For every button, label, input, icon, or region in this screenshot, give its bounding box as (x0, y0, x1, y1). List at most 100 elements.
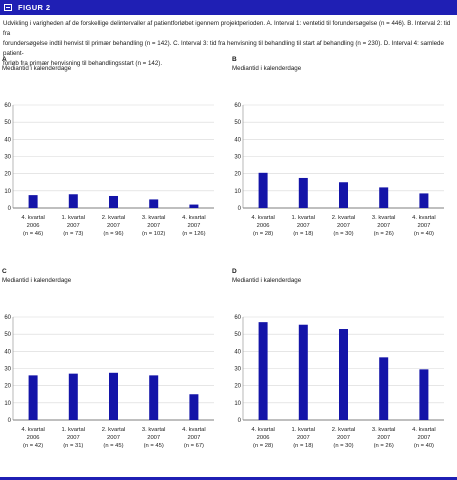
bar (419, 193, 429, 208)
x-tick-label: 2007 (67, 435, 80, 441)
x-tick-label: 2006 (27, 223, 40, 229)
y-tick-label: 10 (234, 189, 241, 195)
y-axis-label: Mediantid i kalenderdage (232, 65, 302, 72)
panel-label: B (232, 56, 237, 63)
x-tick-label: (n = 42) (23, 443, 43, 449)
caption-line-3: forløb fra primær henvisning til behandl… (3, 60, 163, 67)
x-tick-label: (n = 126) (182, 231, 205, 237)
x-tick-label: 1. kvartal (292, 215, 316, 221)
bar (68, 194, 78, 208)
y-tick-label: 60 (4, 315, 11, 321)
panel-label: C (2, 268, 7, 275)
x-tick-label: 4. kvartal (21, 215, 45, 221)
footer-rule (0, 477, 457, 480)
bar (379, 187, 389, 208)
x-tick-label: 2006 (27, 435, 40, 441)
y-axis-label: Mediantid i kalenderdage (2, 65, 72, 72)
y-tick-label: 30 (234, 155, 241, 161)
bar (149, 199, 159, 208)
x-tick-label: 2007 (187, 435, 200, 441)
x-tick-label: 2007 (147, 223, 160, 229)
y-tick-label: 40 (4, 349, 11, 355)
chart-panel-b: B Mediantid i kalenderdage 0 10 20 30 40 50 60… (232, 56, 452, 260)
x-tick-label: (n = 73) (63, 231, 83, 237)
x-tick-label: 2007 (107, 435, 120, 441)
x-tick-label: 2. kvartal (102, 427, 126, 433)
x-tick-label: (n = 45) (144, 443, 164, 449)
y-tick-label: 30 (4, 367, 11, 373)
x-tick-label: 3. kvartal (142, 427, 166, 433)
figure-header: FIGUR 2 (0, 0, 457, 15)
y-tick-label: 20 (4, 172, 11, 178)
bar (189, 204, 199, 208)
y-tick-label: 0 (238, 418, 242, 424)
chart-panel-a: A Mediantid i kalenderdage 0 10 20 30 40 50 60… (2, 56, 222, 260)
chart-panel-d: D Mediantid i kalenderdage 0 10 20 30 40 50 60… (232, 268, 452, 474)
x-tick-label: 4. kvartal (251, 215, 275, 221)
bar (68, 373, 78, 420)
x-tick-label: 2007 (377, 223, 390, 229)
bar (28, 375, 38, 420)
bar (298, 324, 308, 420)
x-tick-label: 2007 (67, 223, 80, 229)
x-tick-label: 3. kvartal (372, 215, 396, 221)
bar (189, 394, 199, 420)
x-tick-label: 2007 (417, 435, 430, 441)
x-tick-label: 3. kvartal (142, 215, 166, 221)
y-tick-label: 0 (8, 206, 12, 212)
x-tick-label: 1. kvartal (292, 427, 316, 433)
figure-icon (4, 4, 12, 11)
bar (419, 369, 429, 420)
bar (379, 357, 389, 420)
bar (149, 375, 159, 420)
y-tick-label: 50 (4, 120, 11, 126)
bar (28, 195, 38, 208)
x-tick-label: 2007 (147, 435, 160, 441)
bar-chart: 0 10 20 30 40 50 60 4. kvartal 2006 (n = 42) 1. kv… (4, 315, 214, 449)
x-tick-label: 2007 (107, 223, 120, 229)
panel-label: D (232, 268, 237, 275)
y-tick-label: 30 (4, 155, 11, 161)
panel-label: A (2, 56, 7, 63)
caption-line-2: forundersøgelse indtil henvist til primæ… (3, 40, 444, 57)
x-tick-label: 3. kvartal (372, 427, 396, 433)
caption-line-1: Udvikling i varigheden af de forskellige… (3, 20, 451, 37)
x-tick-label: 4. kvartal (251, 427, 275, 433)
bar (339, 182, 348, 208)
x-tick-label: 4. kvartal (182, 215, 206, 221)
x-tick-label: 2007 (337, 435, 350, 441)
x-tick-label: 1. kvartal (62, 427, 86, 433)
x-tick-label: 2007 (297, 223, 310, 229)
bar-chart: 0 10 20 30 40 50 60 4. kvartal 2006 (n = 28) 1. kv… (234, 103, 444, 237)
x-tick-label: 2007 (337, 223, 350, 229)
y-tick-label: 10 (4, 189, 11, 195)
x-tick-label: 4. kvartal (182, 427, 206, 433)
bar (109, 372, 118, 420)
x-tick-label: (n = 28) (253, 443, 273, 449)
x-tick-label: 2007 (417, 223, 430, 229)
x-tick-label: (n = 30) (333, 231, 353, 237)
y-tick-label: 0 (238, 206, 242, 212)
y-tick-label: 40 (234, 349, 241, 355)
y-tick-label: 60 (234, 315, 241, 321)
x-tick-label: 2006 (257, 435, 270, 441)
x-tick-label: 2. kvartal (332, 215, 356, 221)
x-tick-label: (n = 40) (414, 443, 434, 449)
x-tick-label: 2007 (187, 223, 200, 229)
x-tick-label: (n = 96) (103, 231, 123, 237)
bar-chart: 0 10 20 30 40 50 60 4. kvartal 2006 (n = 28) 1. kv… (234, 315, 444, 449)
x-tick-label: 4. kvartal (412, 427, 436, 433)
x-tick-label: 2007 (297, 435, 310, 441)
y-tick-label: 10 (234, 401, 241, 407)
y-axis-label: Mediantid i kalenderdage (232, 277, 302, 284)
figure-caption: Udvikling i varigheden af de forskellige… (3, 19, 455, 69)
x-tick-label: (n = 31) (63, 443, 83, 449)
y-tick-label: 50 (234, 120, 241, 126)
x-tick-label: (n = 46) (23, 231, 43, 237)
y-tick-label: 0 (8, 418, 12, 424)
x-tick-label: (n = 30) (333, 443, 353, 449)
bar (339, 329, 348, 420)
bar (258, 172, 268, 208)
y-tick-label: 60 (4, 103, 11, 109)
x-tick-label: (n = 18) (293, 231, 313, 237)
